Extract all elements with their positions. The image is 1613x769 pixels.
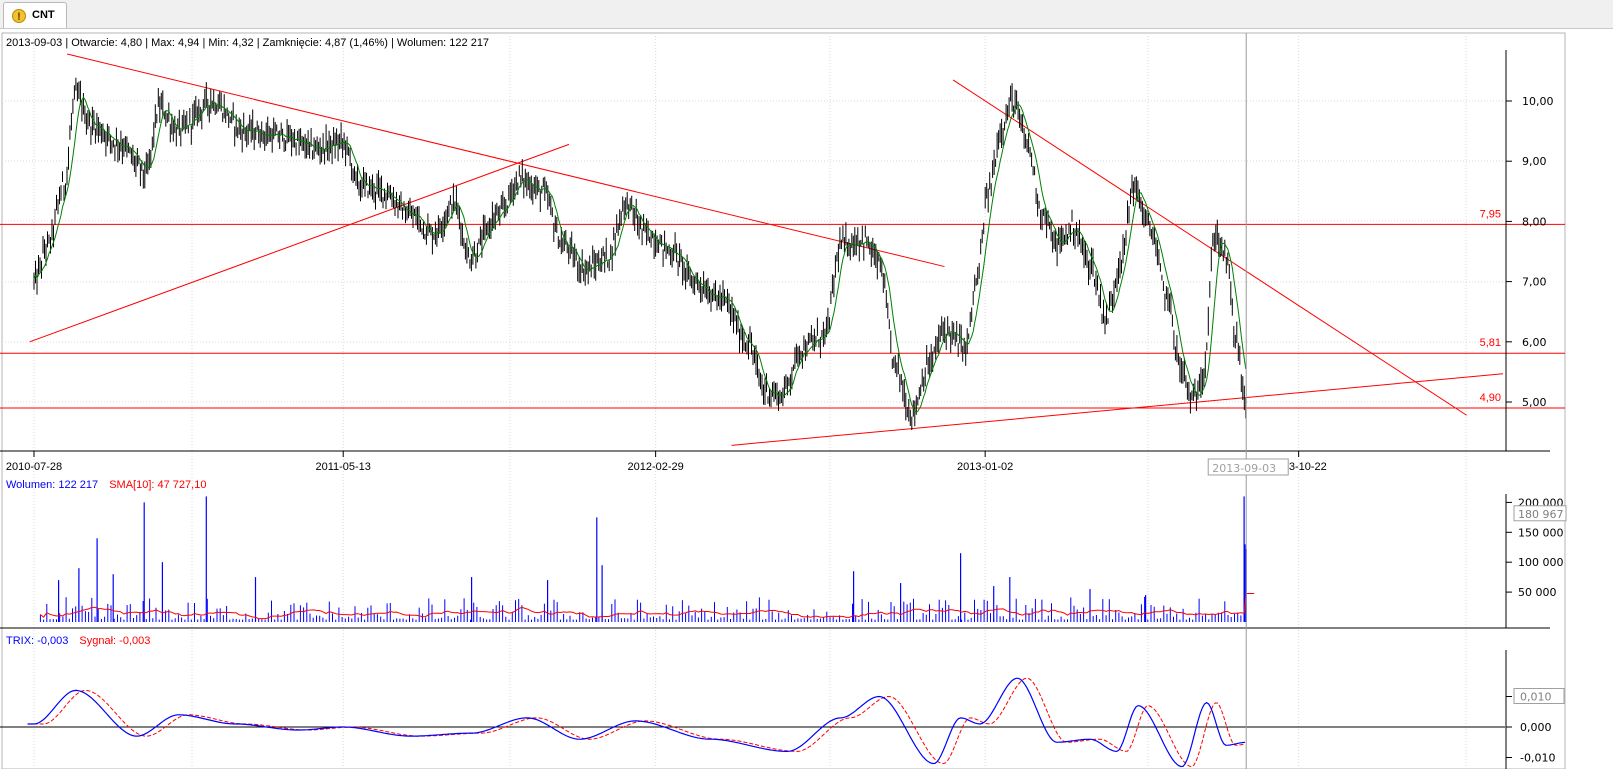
volume-legend: Wolumen: 122 217 SMA[10]: 47 727,10 [6, 479, 206, 491]
trix-tick-label: 0,000 [1520, 721, 1552, 734]
trendline [67, 53, 945, 268]
horizontal-level-label: 4,90 [1480, 392, 1501, 404]
price-tick-label: 6,00 [1522, 336, 1547, 349]
trix-legend: TRIX: -0,003 Sygnał: -0,003 [6, 635, 150, 647]
chart-frame [1, 32, 1566, 769]
trix-tick-label: -0,010 [1520, 752, 1555, 765]
price-tick-label: 5,00 [1522, 396, 1547, 409]
cursor-date-label: 2013-09-03 [1207, 458, 1289, 476]
trix-legend-signal: Sygnał: -0,003 [79, 635, 150, 647]
grid-lines [2, 33, 1505, 769]
tab-cnt[interactable]: ! CNT [3, 2, 67, 28]
date-axis: 2010-07-28 2011-05-13 2012-02-29 2013-01-02… [6, 451, 1327, 473]
volume-tick-label: 100 000 [1518, 556, 1564, 569]
price-tick-label: 7,00 [1522, 276, 1547, 289]
horizontal-level-label: 5,81 [1480, 337, 1501, 349]
trix-last-value: 0,010 [1520, 691, 1552, 704]
info-line: 2013-09-03 | Otwarcie: 4,80 | Max: 4,94 … [6, 37, 489, 49]
volume-sma-line [40, 593, 1255, 620]
trendline [731, 373, 1504, 446]
cursor-date-text: 2013-09-03 [1212, 462, 1276, 475]
volume-last-value: 180 967 [1518, 508, 1564, 521]
date-tick-label: 2013-01-02 [957, 461, 1013, 473]
horizontal-levels: 7,95 5,81 4,90 [0, 208, 1565, 409]
tab-bar: ! CNT [0, 0, 1613, 29]
volume-legend-sma: SMA[10]: 47 727,10 [109, 479, 206, 491]
warning-icon: ! [12, 9, 26, 23]
price-tick-label: 10,00 [1522, 95, 1554, 108]
trix-legend-value: TRIX: -0,003 [6, 635, 68, 647]
trix-panel: TRIX: -0,003 Sygnał: -0,003 0,000-0,0100… [0, 635, 1565, 769]
volume-last-value-box [1513, 505, 1567, 522]
trendline [952, 79, 1467, 416]
date-tick-label: 2012-02-29 [627, 461, 683, 473]
volume-tick-label: 150 000 [1518, 526, 1564, 539]
trix-y-axis: 0,000 -0,010 0,010 [1505, 650, 1565, 769]
tab-label: CNT [32, 9, 55, 21]
volume-bars [39, 496, 1247, 622]
price-moving-average [33, 96, 1247, 413]
trix-signal-line [27, 677, 1246, 768]
date-tick-label: 2010-07-28 [6, 461, 62, 473]
trix-last-value-box [1513, 688, 1565, 704]
volume-legend-wolumen: Wolumen: 122 217 [6, 479, 98, 491]
trendlines [29, 53, 1504, 446]
date-tick-label: 2011-05-13 [315, 461, 370, 473]
price-y-axis: 10,00 9,00 8,00 7,00 6,00 5,00 [1505, 50, 1554, 451]
price-panel: 2013-09-03 | Otwarcie: 4,80 | Max: 4,94 … [0, 37, 1565, 473]
price-tick-label: 9,00 [1522, 155, 1547, 168]
trix-line [27, 677, 1246, 768]
trendline [29, 143, 570, 343]
price-tick-label: 8,00 [1522, 215, 1547, 228]
horizontal-level-label: 7,95 [1480, 208, 1501, 220]
volume-tick-label: 50 000 [1518, 586, 1557, 599]
volume-panel: Wolumen: 122 217 SMA[10]: 47 727,10 200 … [0, 479, 1567, 629]
candlesticks [33, 77, 1247, 430]
